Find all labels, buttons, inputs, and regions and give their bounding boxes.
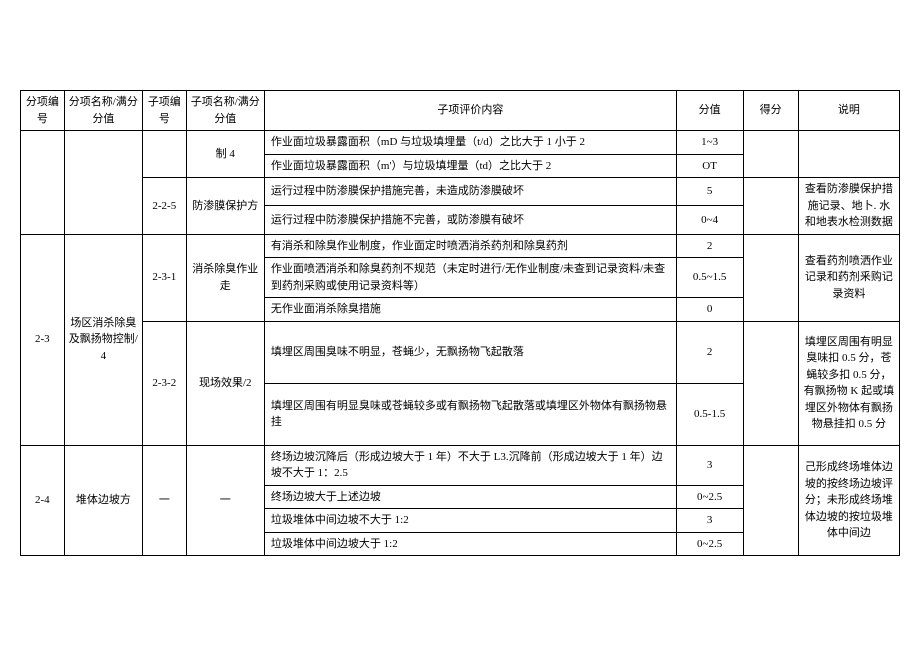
cell-content: 垃圾堆体中间边坡不大于 1:2 — [264, 509, 676, 533]
cell-subid: 一 — [142, 445, 186, 556]
cell-subname: 制 4 — [186, 131, 264, 178]
header-name: 分项名称/满分分值 — [64, 91, 142, 131]
cell-content: 作业面垃圾暴露面积（mD 与垃圾填埋量（t/d）之比大于 1 小于 2 — [264, 131, 676, 155]
table-row: 制 4 作业面垃圾暴露面积（mD 与垃圾填埋量（t/d）之比大于 1 小于 2 … — [21, 131, 900, 155]
cell-score: 0~4 — [676, 206, 743, 234]
cell-score: 0~2.5 — [676, 532, 743, 556]
cell-content: 填埋区周围臭味不明显，苍蝇少，无飘扬物飞起散落 — [264, 321, 676, 383]
cell-score: 2 — [676, 234, 743, 258]
cell-score: 0 — [676, 298, 743, 322]
cell-score: 2 — [676, 321, 743, 383]
cell-subid: 2-3-1 — [142, 234, 186, 321]
evaluation-table: 分项编号 分项名称/满分分值 子项编号 子项名称/满分分值 子项评价内容 分值 … — [20, 90, 900, 556]
cell-subid: 2-3-2 — [142, 321, 186, 445]
header-id: 分项编号 — [21, 91, 65, 131]
cell-score: 5 — [676, 178, 743, 206]
cell-content: 无作业面消杀除臭措施 — [264, 298, 676, 322]
cell-content: 终场边坡沉降后（形成边坡大于 1 年）不大于 L3.沉降前（形成边坡大于 1 年… — [264, 445, 676, 485]
cell-score: OT — [676, 154, 743, 178]
header-subname: 子项名称/满分分值 — [186, 91, 264, 131]
cell-content: 运行过程中防渗膜保护措施完善，未造成防渗膜破坏 — [264, 178, 676, 206]
cell-score: 3 — [676, 509, 743, 533]
cell-subid — [142, 131, 186, 178]
cell-name: 场区消杀除臭及飘扬物控制/4 — [64, 234, 142, 445]
cell-subname: 现场效果/2 — [186, 321, 264, 445]
cell-subname: 防渗膜保护方 — [186, 178, 264, 235]
cell-id: 2-4 — [21, 445, 65, 556]
cell-note — [798, 131, 899, 178]
cell-got — [743, 234, 798, 321]
cell-got — [743, 131, 798, 178]
header-got: 得分 — [743, 91, 798, 131]
cell-content: 终场边坡大于上述边坡 — [264, 485, 676, 509]
table-row: 2-2-5 防渗膜保护方 运行过程中防渗膜保护措施完善，未造成防渗膜破坏 5 查… — [21, 178, 900, 206]
header-note: 说明 — [798, 91, 899, 131]
cell-got — [743, 445, 798, 556]
cell-id: 2-3 — [21, 234, 65, 445]
cell-got — [743, 321, 798, 445]
cell-content: 作业面垃圾暴露面积（m'）与垃圾填埋量（td）之比大于 2 — [264, 154, 676, 178]
cell-name — [64, 131, 142, 235]
cell-note: 填埋区周围有明显臭味扣 0.5 分，苍蝇较多扣 0.5 分，有飘扬物 K 起或填… — [798, 321, 899, 445]
cell-score: 0~2.5 — [676, 485, 743, 509]
cell-content: 有消杀和除臭作业制度，作业面定时喷洒消杀药剂和除臭药剂 — [264, 234, 676, 258]
cell-score: 0.5~1.5 — [676, 258, 743, 298]
table-row: 2-4 堆体边坡方 一 一 终场边坡沉降后（形成边坡大于 1 年）不大于 L3.… — [21, 445, 900, 485]
cell-score: 0.5-1.5 — [676, 383, 743, 445]
header-content: 子项评价内容 — [264, 91, 676, 131]
cell-note: 查看药剂喷洒作业记录和药剂釆购记录资料 — [798, 234, 899, 321]
cell-id — [21, 131, 65, 235]
header-subid: 子项编号 — [142, 91, 186, 131]
header-score: 分值 — [676, 91, 743, 131]
cell-subname: 一 — [186, 445, 264, 556]
cell-subid: 2-2-5 — [142, 178, 186, 235]
cell-subname: 消杀除臭作业走 — [186, 234, 264, 321]
table-header-row: 分项编号 分项名称/满分分值 子项编号 子项名称/满分分值 子项评价内容 分值 … — [21, 91, 900, 131]
table-row: 2-3-2 现场效果/2 填埋区周围臭味不明显，苍蝇少，无飘扬物飞起散落 2 填… — [21, 321, 900, 383]
table-row: 2-3 场区消杀除臭及飘扬物控制/4 2-3-1 消杀除臭作业走 有消杀和除臭作… — [21, 234, 900, 258]
cell-score: 1~3 — [676, 131, 743, 155]
cell-content: 运行过程中防渗膜保护措施不完善，或防渗膜有破坏 — [264, 206, 676, 234]
cell-note: 己形成终场堆体边坡的按终场边坡评分；未形成终场堆体边坡的按垃圾堆体中间边 — [798, 445, 899, 556]
cell-note: 查看防渗膜保护措施记录、地卜. 水和地表水检测数据 — [798, 178, 899, 235]
cell-score: 3 — [676, 445, 743, 485]
cell-name: 堆体边坡方 — [64, 445, 142, 556]
cell-got — [743, 178, 798, 235]
cell-content: 作业面喷洒消杀和除臭药剂不规范（未定时进行/无作业制度/未查到记录资料/未查到药… — [264, 258, 676, 298]
cell-content: 填埋区周围有明显臭味或苍蝇较多或有飘扬物飞起散落或填埋区外物体有飘扬物悬挂 — [264, 383, 676, 445]
cell-content: 垃圾堆体中间边坡大于 1:2 — [264, 532, 676, 556]
